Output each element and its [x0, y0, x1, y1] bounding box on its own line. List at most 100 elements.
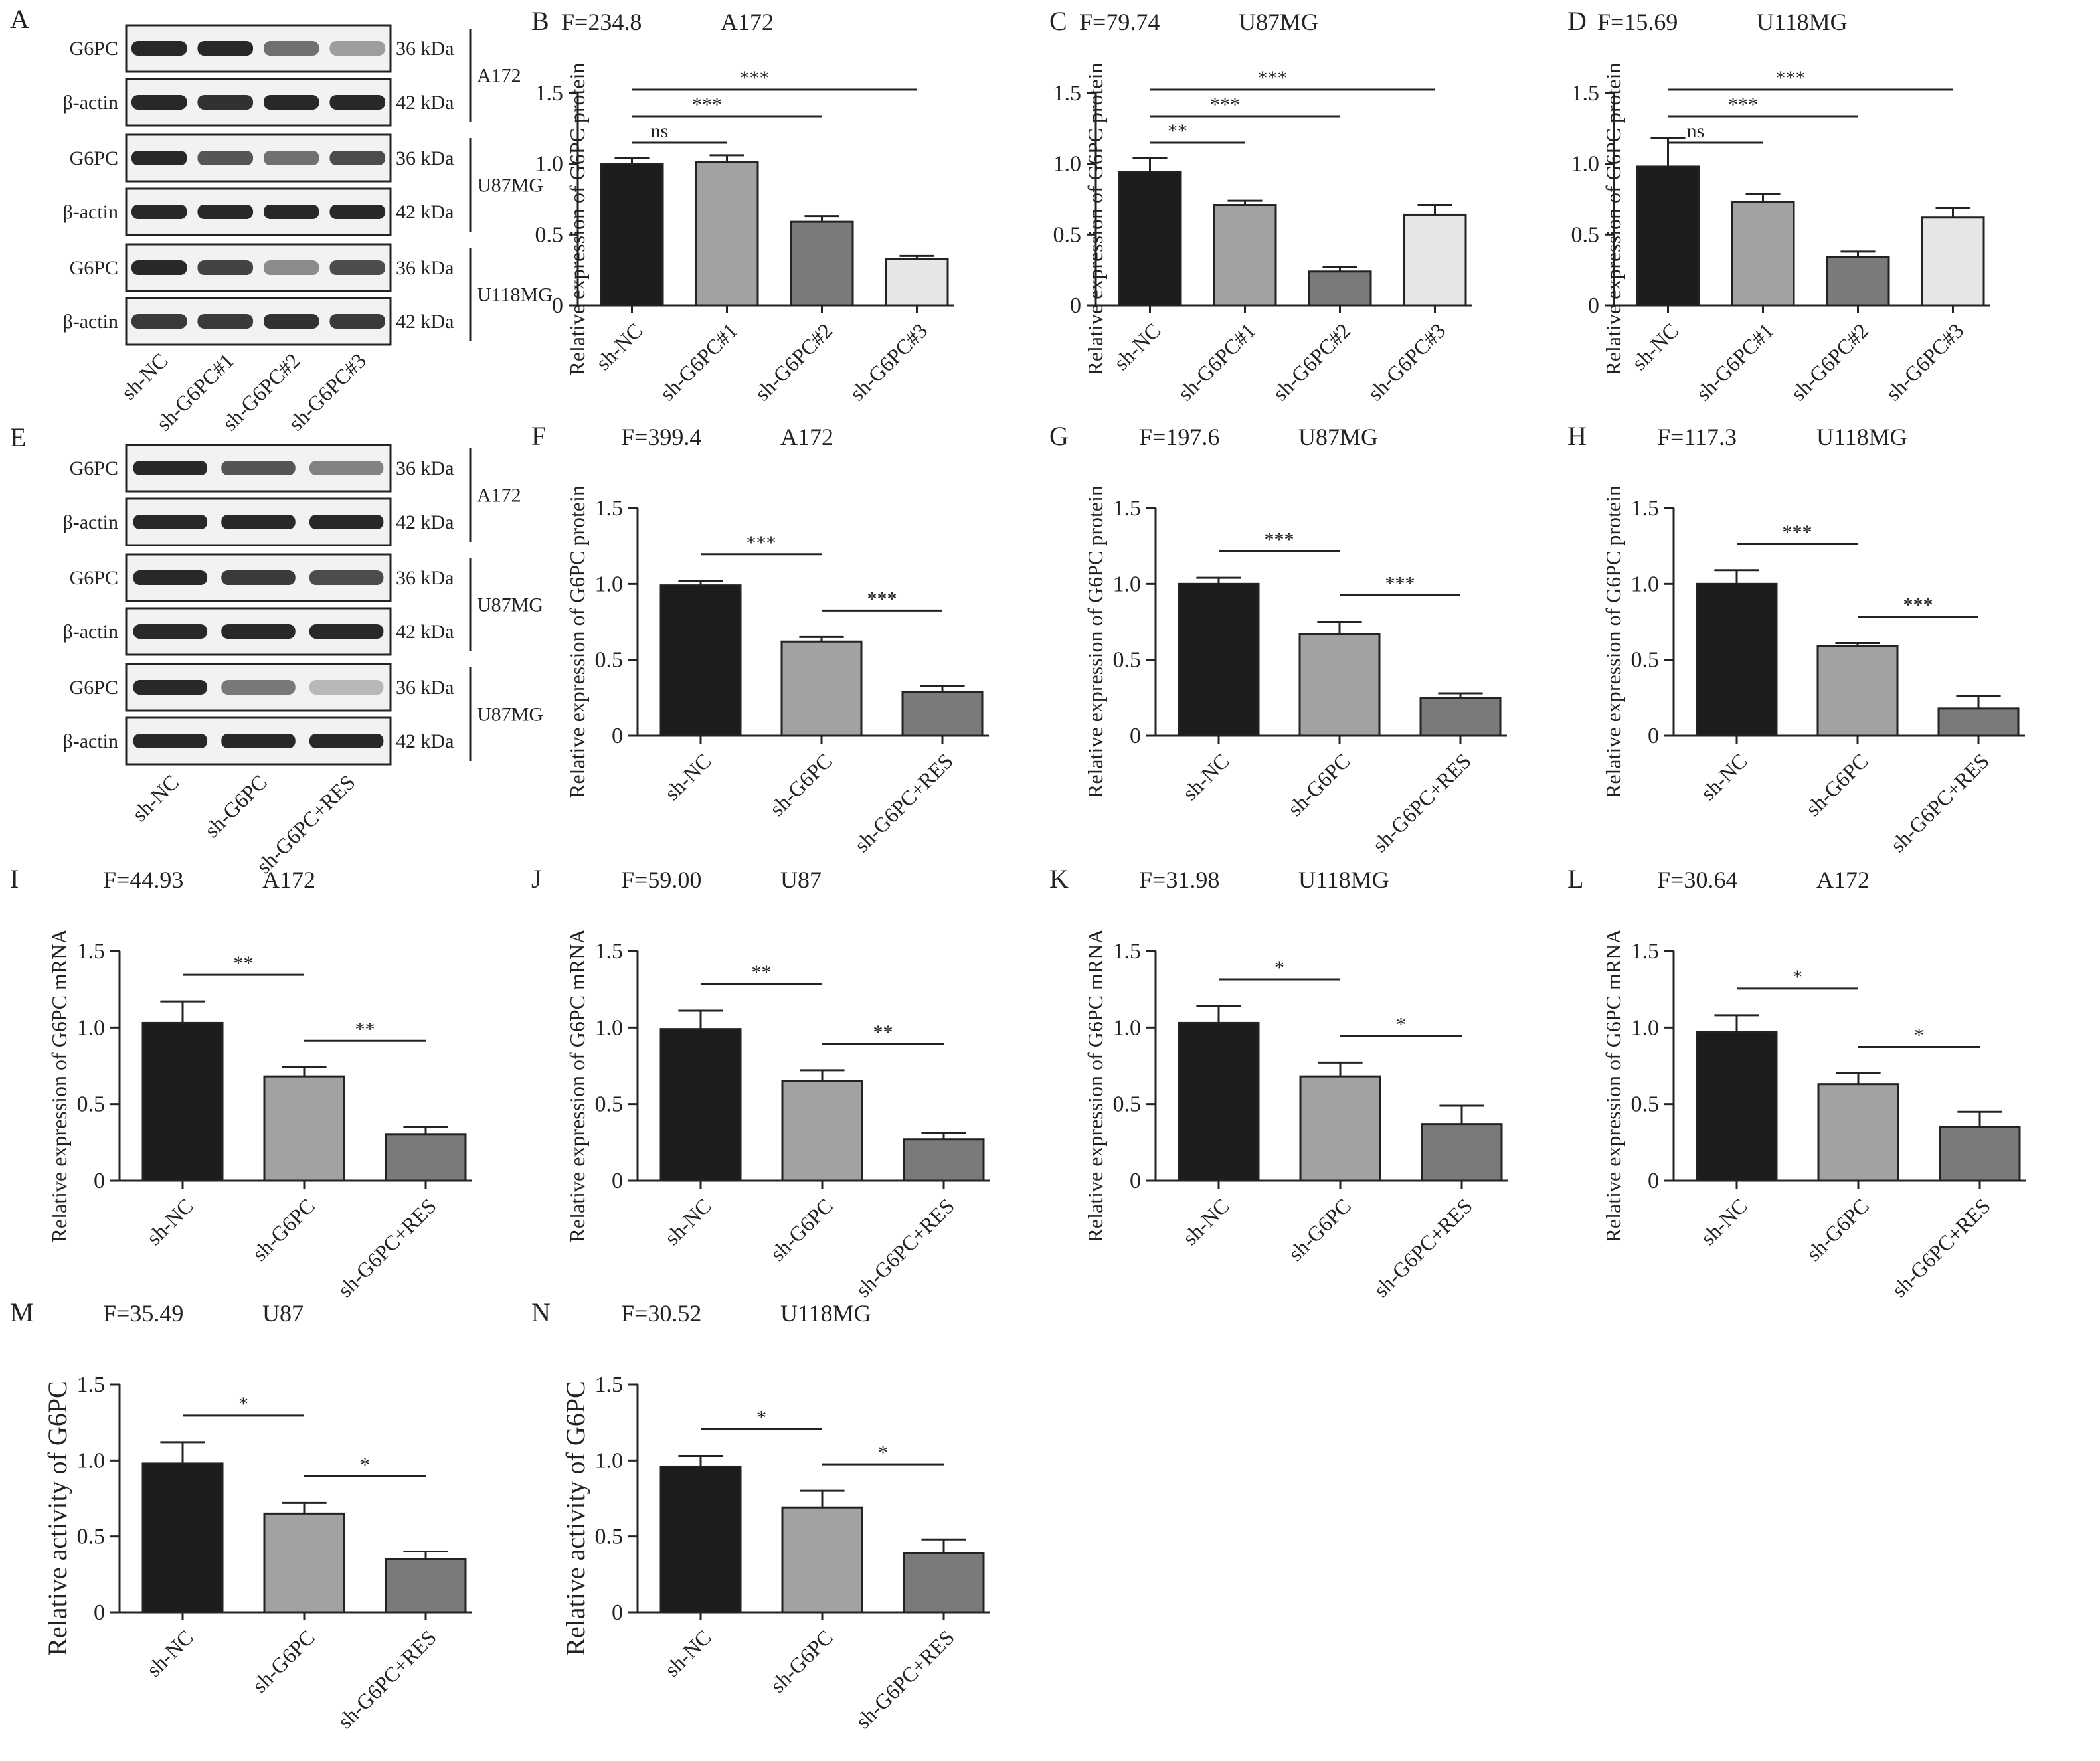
panel-letter: D — [1567, 6, 1587, 36]
significance-label: * — [756, 1406, 766, 1428]
y-tick-label: 0 — [1588, 294, 1599, 318]
y-tick-label: 1.5 — [77, 939, 106, 964]
cell-line-label: A172 — [721, 9, 774, 35]
molecular-weight-label: 42 kDa — [396, 511, 454, 533]
bar — [141, 1462, 224, 1614]
protein-band — [263, 260, 319, 275]
bar — [1731, 201, 1795, 307]
protein-band — [309, 680, 384, 695]
bar — [885, 258, 949, 307]
protein-band — [221, 734, 296, 748]
significance-label: *** — [746, 532, 776, 554]
y-tick-label: 1.5 — [1053, 81, 1082, 106]
x-tick-label: sh-NC — [141, 1193, 198, 1250]
bar — [1213, 204, 1277, 307]
protein-band — [131, 260, 187, 275]
protein-band — [197, 260, 254, 275]
molecular-weight-label: 36 kDa — [396, 567, 454, 589]
bar — [1178, 582, 1260, 737]
panel-letter: G — [1049, 421, 1069, 451]
panel-letter: K — [1049, 864, 1069, 894]
significance-label: ** — [752, 962, 772, 983]
x-tick-label: sh-G6PC+RES — [851, 1193, 959, 1301]
cell-line-label: U87MG — [477, 704, 543, 726]
y-tick-label: 0 — [1130, 1169, 1141, 1193]
f-statistic: F=399.4 — [621, 424, 701, 450]
x-tick-label: sh-NC — [1109, 318, 1166, 375]
protein-band — [263, 95, 319, 110]
y-tick-label: 0 — [612, 724, 623, 748]
protein-label: β-actin — [62, 201, 118, 223]
significance-label: ns — [1687, 120, 1705, 142]
protein-band — [329, 205, 386, 219]
bar — [141, 1021, 224, 1182]
protein-label: β-actin — [62, 311, 118, 333]
cell-line-label: U118MG — [477, 284, 553, 306]
molecular-weight-label: 42 kDa — [396, 201, 454, 223]
x-tick-label: sh-G6PC+RES — [333, 1625, 441, 1733]
protein-band — [221, 624, 296, 639]
bar — [1921, 216, 1985, 307]
protein-band — [197, 314, 254, 329]
x-tick-label: sh-G6PC+RES — [851, 1625, 959, 1733]
y-axis-label: Relative expression of G6PC protein — [1601, 485, 1625, 798]
y-tick-label: 1.5 — [1571, 81, 1600, 106]
x-tick-label: sh-G6PC+RES — [1369, 1193, 1477, 1301]
bar — [1816, 645, 1899, 737]
protein-band — [131, 41, 187, 56]
y-tick-label: 1.0 — [1631, 1015, 1660, 1040]
y-tick-label: 0.5 — [1113, 1092, 1142, 1117]
bar — [1421, 1123, 1503, 1182]
y-tick-label: 0.5 — [595, 648, 624, 673]
bar — [1817, 1083, 1899, 1182]
y-tick-label: 1.5 — [77, 1373, 106, 1397]
panel-letter: E — [10, 422, 26, 452]
y-tick-label: 0 — [1130, 724, 1141, 748]
protein-band — [329, 41, 386, 56]
significance-label: *** — [1776, 67, 1806, 89]
protein-band — [263, 151, 319, 165]
protein-label: G6PC — [70, 257, 118, 279]
cell-line-label: U118MG — [780, 1300, 871, 1327]
x-tick-label: sh-G6PC+RES — [849, 748, 958, 857]
y-axis-label: Relative expression of G6PC mRNA — [47, 929, 71, 1243]
y-tick-label: 0.5 — [535, 222, 564, 247]
significance-label: * — [238, 1393, 248, 1415]
protein-band — [329, 314, 386, 329]
x-tick-label: sh-NC — [1696, 1193, 1752, 1250]
panel-letter: F — [531, 421, 546, 451]
bar — [1939, 1126, 2021, 1182]
cell-line-label: U87 — [262, 1300, 304, 1327]
significance-label: ** — [873, 1021, 893, 1043]
protein-band — [197, 95, 254, 110]
protein-band — [133, 570, 208, 585]
x-tick-label: sh-NC — [141, 1625, 198, 1681]
significance-label: *** — [1728, 94, 1758, 116]
panel-letter: J — [531, 864, 542, 894]
f-statistic: F=234.8 — [561, 9, 642, 35]
f-statistic: F=44.93 — [103, 867, 183, 893]
bar — [901, 691, 984, 737]
bar — [1696, 1031, 1778, 1182]
y-tick-label: 1.5 — [1631, 496, 1660, 521]
significance-label: ** — [355, 1018, 375, 1040]
protein-band — [221, 570, 296, 585]
bar — [1178, 1021, 1260, 1182]
significance-label: *** — [692, 94, 722, 116]
y-tick-label: 0 — [1648, 1169, 1659, 1193]
y-tick-label: 0 — [612, 1169, 623, 1193]
y-tick-label: 0 — [94, 1600, 105, 1625]
significance-label: ** — [1168, 120, 1187, 142]
y-axis-label: Relative expression of G6PC protein — [565, 485, 589, 798]
bar — [1826, 256, 1890, 307]
y-tick-label: 1.0 — [595, 1448, 624, 1473]
x-tick-label: sh-G6PC — [1284, 1193, 1356, 1265]
significance-label: * — [1914, 1025, 1924, 1047]
bar — [1308, 270, 1372, 307]
f-statistic: F=30.64 — [1657, 867, 1737, 893]
significance-label: ns — [651, 120, 669, 142]
molecular-weight-label: 42 kDa — [396, 621, 454, 643]
x-tick-label: sh-G6PC+RES — [1885, 748, 1994, 857]
